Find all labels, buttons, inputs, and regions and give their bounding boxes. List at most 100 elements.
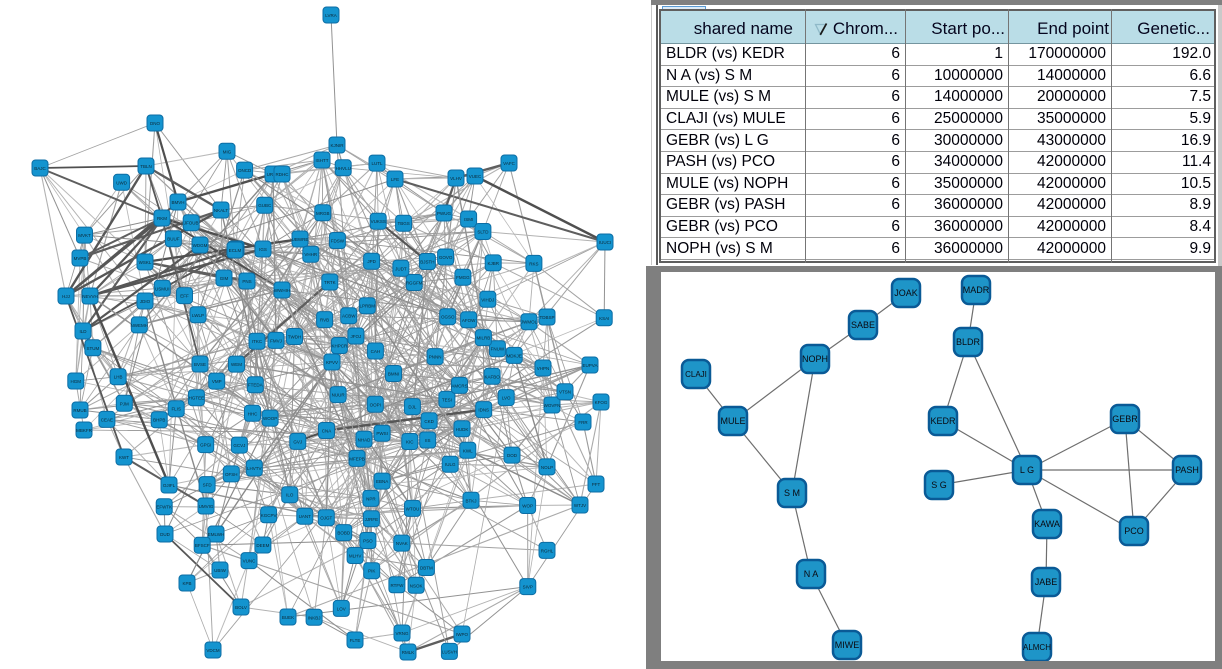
svg-text:KEDR: KEDR: [930, 416, 956, 426]
svg-text:NUUR: NUUR: [332, 393, 346, 398]
svg-text:PNNN: PNNN: [429, 355, 442, 360]
svg-text:UWD: UWD: [116, 180, 127, 185]
svg-text:PASH: PASH: [1175, 465, 1199, 475]
svg-text:LWLP: LWLP: [192, 313, 204, 318]
svg-text:VMP: VMP: [212, 379, 222, 384]
svg-text:RTFW: RTFW: [390, 583, 404, 588]
svg-text:MADR: MADR: [963, 285, 990, 295]
svg-text:JOAK: JOAK: [894, 288, 918, 298]
svg-text:AFOW: AFOW: [462, 318, 476, 323]
svg-text:L G: L G: [1020, 465, 1034, 475]
svg-text:RMLK: RMLK: [402, 650, 415, 655]
svg-text:LUTL: LUTL: [371, 161, 383, 166]
svg-text:TWDH: TWDH: [288, 335, 302, 340]
svg-text:WSKL: WSKL: [139, 260, 152, 265]
svg-text:OGSO: OGSO: [441, 315, 455, 320]
svg-text:S M: S M: [784, 488, 800, 498]
svg-text:ALMCH: ALMCH: [1023, 643, 1051, 652]
svg-text:MLHV: MLHV: [349, 554, 362, 559]
svg-text:ILO: ILO: [286, 493, 294, 498]
svg-text:VRNG: VRNG: [395, 631, 409, 636]
svg-text:TDBSP: TDBSP: [539, 315, 554, 320]
svg-text:ISHTT: ISHTT: [316, 158, 329, 163]
svg-text:NSOK: NSOK: [410, 583, 423, 588]
svg-text:KAFBO: KAFBO: [484, 374, 500, 379]
svg-text:HJJ: HJJ: [62, 294, 70, 299]
svg-text:LHVTV: LHVTV: [247, 466, 262, 471]
svg-text:WOVFN: WOVFN: [544, 403, 561, 408]
svg-text:BMNI: BMNI: [388, 372, 399, 377]
svg-text:HGM: HGM: [71, 379, 82, 384]
svg-text:RKS: RKS: [529, 261, 538, 266]
svg-text:RKM: RKM: [157, 216, 167, 221]
svg-text:RMUB: RMUB: [73, 408, 86, 413]
svg-text:LFE: LFE: [391, 177, 399, 182]
svg-text:UBWRE: UBWRE: [292, 237, 309, 242]
svg-text:HHVLU: HHVLU: [336, 166, 351, 171]
svg-text:PNS: PNS: [242, 279, 251, 284]
svg-text:NVAK: NVAK: [396, 541, 408, 546]
svg-text:BAJC: BAJC: [34, 166, 46, 171]
svg-text:CKD: CKD: [424, 419, 434, 424]
svg-text:OFSH: OFSH: [225, 472, 238, 477]
svg-text:DNO: DNO: [150, 121, 160, 126]
svg-text:MVPB: MVPB: [74, 256, 87, 261]
svg-text:BHPB: BHPB: [153, 418, 165, 423]
svg-text:VUKSS: VUKSS: [371, 219, 386, 224]
svg-text:VAFC: VAFC: [503, 161, 515, 166]
svg-text:HHC: HHC: [248, 411, 258, 416]
svg-text:BLDR: BLDR: [956, 337, 981, 347]
svg-text:LVRA: LVRA: [325, 13, 336, 18]
svg-text:EMLWH: EMLWH: [208, 532, 224, 537]
svg-text:FMGG: FMGG: [456, 275, 470, 280]
svg-text:BOBD: BOBD: [337, 531, 351, 536]
svg-text:MBKFR: MBKFR: [76, 428, 93, 433]
svg-text:KIC: KIC: [406, 440, 414, 445]
svg-text:JJRFE: JJRFE: [365, 517, 379, 522]
svg-text:IIS: IIS: [425, 438, 431, 443]
svg-text:FLTE: FLTE: [350, 638, 361, 643]
svg-text:KJNIR: KJNIR: [330, 143, 344, 148]
svg-text:WOOP: WOOP: [263, 416, 277, 421]
svg-text:OJGT: OJGT: [320, 516, 332, 521]
svg-text:RDHC: RDHC: [276, 172, 290, 177]
svg-text:BJSTH: BJSTH: [420, 260, 434, 265]
svg-text:CLAJI: CLAJI: [685, 370, 707, 379]
svg-text:UANT: UANT: [299, 514, 312, 519]
svg-text:CEAE: CEAE: [101, 417, 113, 422]
svg-text:UMVIG: UMVIG: [199, 504, 214, 509]
svg-text:BVSE: BVSE: [194, 362, 206, 367]
svg-text:GPGI: GPGI: [200, 443, 211, 448]
svg-text:FRR: FRR: [578, 420, 588, 425]
svg-text:MULE: MULE: [720, 416, 745, 426]
svg-text:TESI: TESI: [442, 397, 452, 402]
svg-text:LUSVH: LUSVH: [442, 649, 457, 654]
svg-text:VLHV: VLHV: [450, 176, 462, 181]
svg-text:KJBR: KJBR: [487, 261, 499, 266]
svg-text:PWUG: PWUG: [437, 211, 451, 216]
svg-text:GVJ: GVJ: [293, 439, 302, 444]
svg-text:HGTEE: HGTEE: [189, 396, 205, 401]
svg-text:EFF: EFF: [180, 294, 189, 299]
svg-text:PFT: PFT: [592, 482, 601, 487]
svg-text:BUUF: BUUF: [167, 237, 180, 242]
svg-text:LOV: LOV: [337, 606, 346, 611]
svg-text:JABE: JABE: [1035, 577, 1058, 587]
svg-text:GOVO: GOVO: [439, 255, 453, 260]
svg-text:VUNC: VUNC: [243, 559, 257, 564]
svg-text:ISMI: ISMI: [464, 217, 473, 222]
svg-text:IWPO: IWPO: [456, 632, 468, 637]
svg-text:JFOUB: JFOUB: [184, 221, 199, 226]
svg-text:MRGB: MRGB: [316, 211, 330, 216]
svg-text:NWEMH: NWEMH: [131, 323, 149, 328]
svg-text:NOPH: NOPH: [802, 354, 828, 364]
svg-text:VHPN: VHPN: [537, 366, 550, 371]
svg-text:KGCPV: KGCPV: [261, 513, 277, 518]
svg-text:USMUI: USMUI: [155, 286, 170, 291]
svg-text:MIG: MIG: [223, 149, 232, 154]
svg-text:ACBW: ACBW: [342, 314, 356, 319]
svg-text:DBTM: DBTM: [420, 566, 433, 571]
svg-text:DJL: DJL: [408, 405, 416, 410]
svg-text:VUEC: VUEC: [469, 174, 482, 179]
svg-text:NOLP: NOLP: [541, 465, 553, 470]
